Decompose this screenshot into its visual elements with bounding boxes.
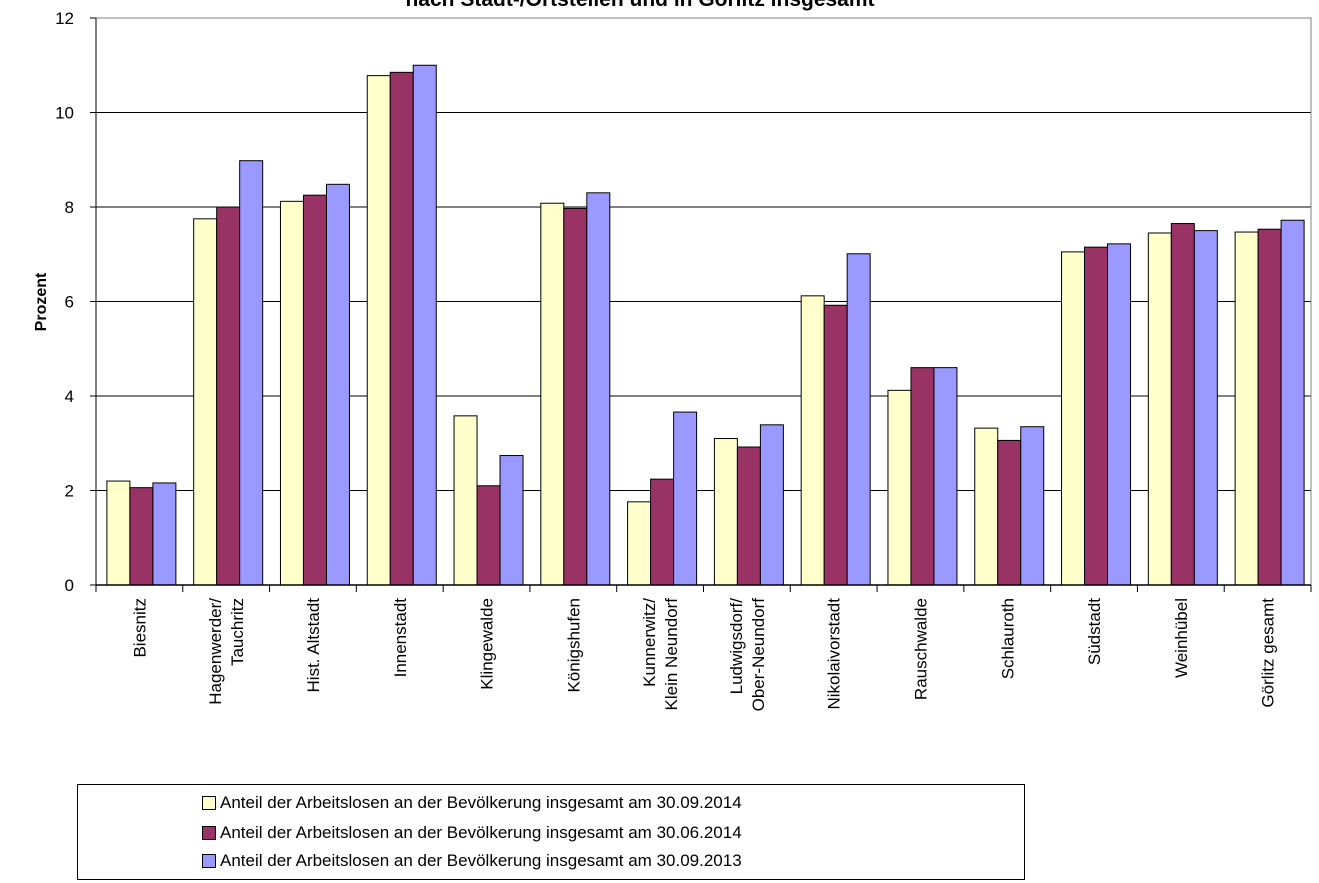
- bar-series2-cat10: [1020, 426, 1045, 586]
- bars: [106, 64, 1305, 586]
- bar-series0-cat1: [193, 218, 218, 586]
- axes: [90, 17, 1312, 592]
- legend-swatch-2013-09: [202, 854, 216, 868]
- bar-series0-cat7: [713, 438, 738, 586]
- bar-series1-cat2: [302, 194, 327, 586]
- bar-series1-cat7: [736, 446, 761, 586]
- x-category-label: Klein Neundorf: [662, 598, 681, 711]
- bar-series0-cat5: [540, 202, 565, 586]
- x-category-label: Nikolaivorstadt: [825, 598, 844, 710]
- x-category-label: Weinhübel: [1172, 598, 1191, 678]
- bar-series2-cat7: [759, 424, 784, 586]
- x-category-label: Schlauroth: [998, 598, 1017, 679]
- bar-series2-cat13: [1280, 219, 1305, 586]
- x-category-label: Ludwigsdorf/: [727, 598, 746, 695]
- bar-series1-cat10: [997, 439, 1022, 586]
- chart-title: nach Stadt-/Ortsteilen und in Görlitz in…: [405, 0, 874, 11]
- bar-series1-cat1: [216, 206, 241, 586]
- bar-series0-cat13: [1234, 231, 1259, 586]
- bar-series2-cat6: [673, 411, 698, 586]
- legend-swatch-2014-09: [202, 796, 216, 810]
- bar-series2-cat12: [1193, 230, 1218, 586]
- bar-series1-cat5: [563, 207, 588, 586]
- bar-series1-cat12: [1170, 223, 1195, 586]
- legend-swatch-2014-06: [202, 826, 216, 840]
- bar-series0-cat6: [627, 501, 652, 586]
- bar-series0-cat8: [800, 295, 825, 586]
- bar-series1-cat11: [1084, 246, 1109, 586]
- y-tick-label-10: 10: [55, 104, 74, 123]
- bar-series0-cat4: [453, 415, 478, 586]
- x-category-label: Hagenwerder/: [206, 598, 225, 705]
- bar-series0-cat9: [887, 389, 912, 586]
- x-category-label: Biesnitz: [130, 598, 149, 658]
- x-category-label: Kunnerwitz/: [640, 598, 659, 687]
- x-category-label: Klingewalde: [478, 598, 497, 690]
- y-tick-label-8: 8: [65, 198, 74, 217]
- legend-label-2014-06: Anteil der Arbeitslosen an der Bevölkeru…: [220, 823, 742, 842]
- bar-series0-cat3: [366, 75, 391, 586]
- legend-item-2014-09: Anteil der Arbeitslosen an der Bevölkeru…: [202, 791, 742, 815]
- y-tick-label-2: 2: [65, 482, 74, 501]
- y-tick-label-0: 0: [65, 576, 74, 595]
- legend-item-2013-09: Anteil der Arbeitslosen an der Bevölkeru…: [202, 849, 742, 873]
- bar-chart: 0 2 4 6 8 10 12 Biesnitz Hagenwerder/Tauchritz H…: [33, 0, 1312, 712]
- bar-series2-cat11: [1107, 243, 1132, 586]
- legend-item-2014-06: Anteil der Arbeitslosen an der Bevölkeru…: [202, 821, 742, 845]
- bar-series2-cat1: [239, 160, 264, 586]
- legend-label-2014-09: Anteil der Arbeitslosen an der Bevölkeru…: [220, 793, 742, 812]
- bar-series0-cat11: [1061, 251, 1086, 586]
- bar-series2-cat0: [152, 482, 177, 586]
- bar-series0-cat12: [1147, 232, 1172, 586]
- bar-series1-cat8: [823, 304, 848, 586]
- bar-series0-cat0: [106, 480, 131, 586]
- bar-series1-cat9: [910, 367, 935, 586]
- bar-series2-cat5: [586, 192, 611, 586]
- x-category-label: Ober-Neundorf: [749, 598, 768, 712]
- bar-series1-cat6: [650, 478, 675, 586]
- bar-series1-cat3: [389, 71, 414, 586]
- bar-series0-cat2: [279, 200, 304, 586]
- legend: Anteil der Arbeitslosen an der Bevölkeru…: [77, 784, 1025, 880]
- x-category-label: Südstadt: [1085, 598, 1104, 665]
- bar-series2-cat2: [325, 183, 350, 586]
- y-tick-label-12: 12: [55, 9, 74, 28]
- x-category-label: Hist. Altstadt: [304, 598, 323, 693]
- x-category-label: Königshufen: [564, 598, 583, 693]
- y-axis-label: Prozent: [33, 272, 50, 331]
- x-category-label: Görlitz gesamt: [1259, 598, 1278, 708]
- bar-series1-cat13: [1257, 228, 1282, 586]
- y-tick-label-6: 6: [65, 293, 74, 312]
- y-tick-labels: 0 2 4 6 8 10 12: [55, 9, 74, 595]
- bar-series2-cat8: [846, 253, 871, 586]
- bar-series2-cat3: [412, 64, 437, 586]
- bar-series1-cat0: [129, 487, 154, 586]
- y-tick-label-4: 4: [65, 387, 74, 406]
- bar-series2-cat9: [933, 367, 958, 586]
- bar-series0-cat10: [974, 427, 999, 586]
- x-category-label: Innenstadt: [391, 598, 410, 678]
- x-category-label: Tauchritz: [228, 598, 247, 666]
- legend-label-2013-09: Anteil der Arbeitslosen an der Bevölkeru…: [220, 851, 742, 870]
- x-category-labels: Biesnitz Hagenwerder/Tauchritz Hist. Altst…: [130, 598, 1277, 712]
- bar-series1-cat4: [476, 485, 501, 586]
- bar-series2-cat4: [499, 455, 524, 586]
- x-category-label: Rauschwalde: [911, 598, 930, 700]
